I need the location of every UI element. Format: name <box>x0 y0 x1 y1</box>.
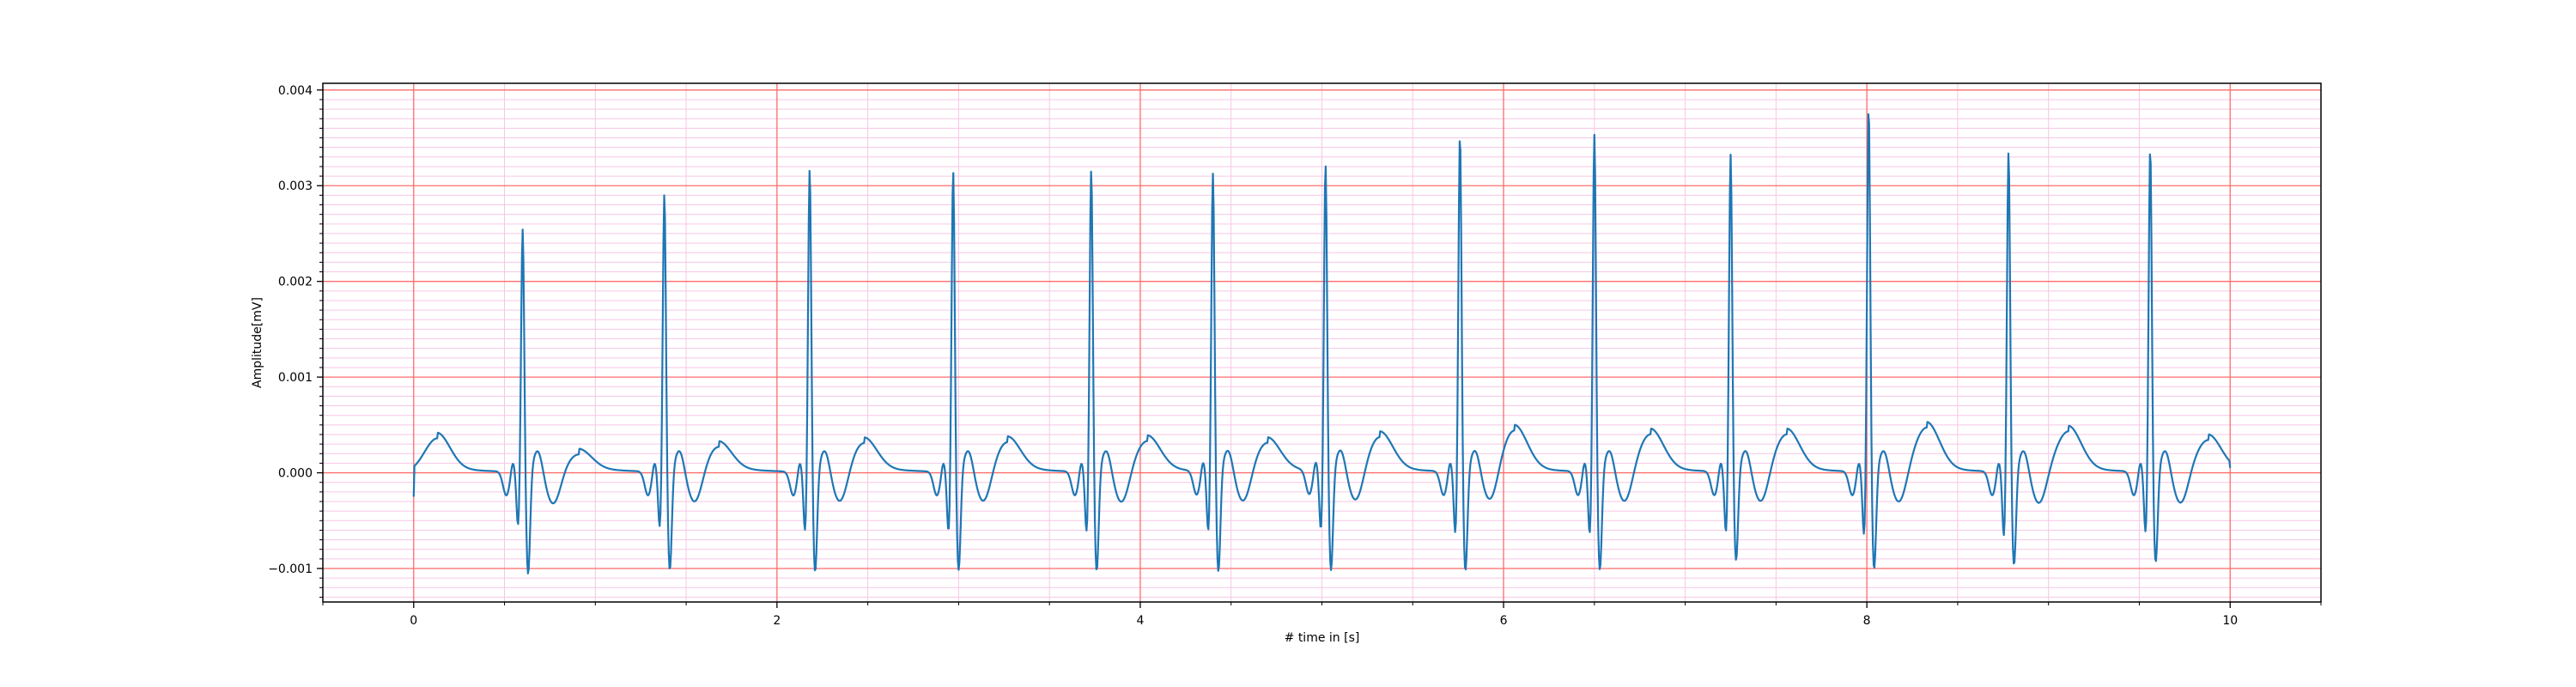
y-axis-label: Amplitude[mV] <box>251 297 264 388</box>
x-axis: 0 2 4 6 8 10 <box>322 602 2322 628</box>
ecg-series-line <box>412 112 2232 575</box>
y-tick-label: 0.003 <box>278 179 313 193</box>
y-tick-label: 0.001 <box>278 371 313 385</box>
x-tick-label: 6 <box>1500 614 1508 628</box>
x-axis-label: # time in [s] <box>1285 631 1360 645</box>
x-tick-label: 2 <box>773 614 781 628</box>
minor-grid <box>323 83 2322 602</box>
x-tick-label: 8 <box>1863 614 1871 628</box>
y-tick-label: 0.004 <box>278 84 313 98</box>
x-tick-label: 0 <box>410 614 417 628</box>
y-tick-label: 0.002 <box>278 276 313 289</box>
plot-area <box>322 82 2322 603</box>
y-tick-label: 0.000 <box>278 467 313 481</box>
x-tick-label: 10 <box>2222 614 2238 628</box>
y-tick-label: −0.001 <box>268 562 313 576</box>
x-tick-label: 4 <box>1136 614 1144 628</box>
y-axis: −0.001 0.000 0.001 0.002 0.003 0.004 <box>268 84 323 598</box>
